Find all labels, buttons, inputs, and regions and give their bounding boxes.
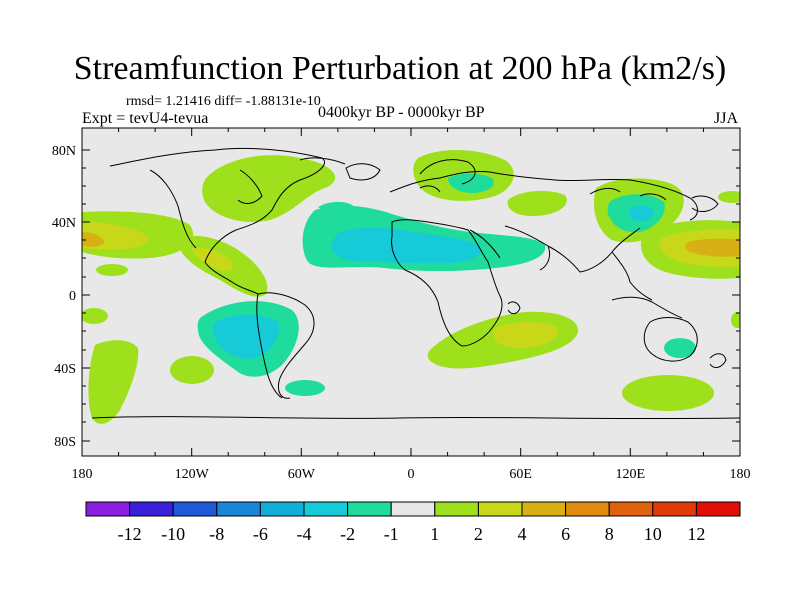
contour-region-positive-1 (718, 191, 740, 203)
contour-region-positive-1 (202, 155, 336, 222)
contour-region-positive-1 (96, 264, 128, 276)
axis-labels: 80N 40N 0 40S 80S 180 120W 60W 0 60E 120E 180 (52, 144, 751, 482)
colorbar-label: -4 (297, 524, 312, 544)
contour-region-negative-1 (318, 201, 355, 214)
colorbar-labels: -12 -10 -8 -6 -4 -2 -1 1 2 4 6 8 10 12 (118, 524, 706, 544)
contour-region-negative-2 (629, 205, 654, 222)
lat-tick-label: 80N (52, 144, 76, 159)
colorbar (85, 501, 741, 517)
contour-region-negative-1 (664, 338, 696, 358)
contour-region-positive-1 (170, 356, 214, 384)
colorbar-box (565, 501, 610, 517)
colorbar-box (129, 501, 174, 517)
colorbar-label: 4 (518, 524, 527, 544)
season-label: JJA (714, 110, 739, 127)
contour-region-negative-2 (332, 227, 481, 264)
contour-region-positive-3 (685, 238, 740, 257)
period-label: 0400kyr BP - 0000kyr BP (318, 104, 485, 121)
colorbar-label: 2 (474, 524, 483, 544)
colorbar-label: -10 (161, 524, 185, 544)
lon-tick-label: 180 (72, 467, 93, 482)
colorbar-label: 1 (430, 524, 439, 544)
colorbar-label: -1 (384, 524, 399, 544)
contour-region-positive-1 (731, 312, 740, 328)
colorbar-box (172, 501, 218, 517)
colorbar-label: 8 (605, 524, 614, 544)
colorbar-label: -2 (340, 524, 355, 544)
colorbar-box (347, 501, 392, 517)
coastlines (91, 147, 740, 420)
colorbar-box (85, 501, 131, 517)
contour-region-negative-1 (448, 173, 494, 193)
lat-tick-label: 40N (52, 216, 76, 231)
contour-region-positive-1 (622, 375, 714, 411)
contour-region-positive-1 (82, 308, 108, 324)
lon-tick-label: 120W (175, 467, 210, 482)
contour-region-positive-1 (88, 340, 139, 424)
colorbar-label: -12 (118, 524, 142, 544)
contour-region-negative-2 (212, 314, 279, 359)
colorbar-label: 6 (561, 524, 570, 544)
lon-tick-label: 120E (616, 467, 646, 482)
contour-region-positive-1 (507, 190, 567, 217)
contour-region-positive-2 (192, 247, 233, 271)
lat-tick-label: 0 (69, 289, 76, 304)
lon-tick-label: 60W (288, 467, 316, 482)
lat-tick-label: 40S (54, 362, 76, 377)
colorbar-label: 10 (644, 524, 662, 544)
axis-ticks (81, 128, 741, 456)
experiment-label: Expt = tevU4-tevua (82, 110, 209, 127)
lon-tick-label: 60E (509, 467, 532, 482)
colorbar-box (216, 501, 261, 517)
colorbar-box (259, 501, 305, 517)
colorbar-box (652, 501, 697, 517)
colorbar-box (390, 501, 436, 517)
contour-region-negative-1 (285, 380, 325, 396)
contour-region-positive-2 (493, 322, 559, 349)
map-title: Streamfunction Perturbation at 200 hPa (… (73, 50, 727, 87)
colorbar-label: -6 (253, 524, 268, 544)
colorbar-label: -8 (209, 524, 224, 544)
colorbar-box (521, 501, 567, 517)
colorbar-box (608, 501, 654, 517)
colorbar-label: 12 (687, 524, 705, 544)
contour-fields (82, 149, 740, 424)
colorbar-box (477, 501, 523, 517)
lon-tick-label: 0 (408, 467, 415, 482)
stats-label: rmsd= 1.21416 diff= -1.88131e-10 (126, 94, 321, 109)
lon-tick-label: 180 (730, 467, 751, 482)
contour-region-positive-3 (82, 232, 105, 247)
colorbar-box (303, 501, 349, 517)
colorbar-box (695, 501, 741, 517)
lat-tick-label: 80S (54, 435, 76, 450)
colorbar-box (434, 501, 479, 517)
